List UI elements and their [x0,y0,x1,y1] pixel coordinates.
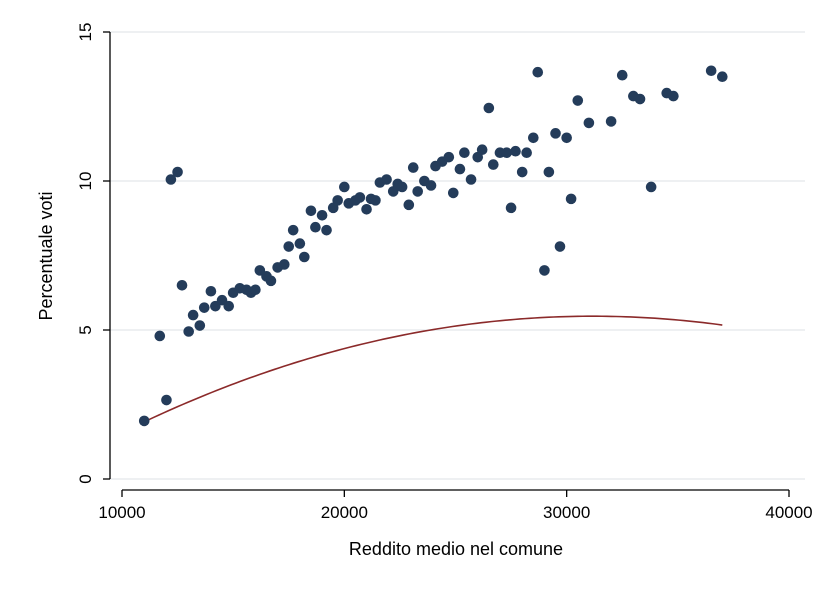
data-point [403,199,415,211]
y-tick-label: 15 [76,23,95,42]
data-point [299,251,310,263]
x-tick-label: 20000 [321,503,368,522]
data-point [465,174,477,185]
data-point [554,241,566,252]
data-point [321,224,332,236]
data-point [705,65,717,77]
data-points [138,65,728,427]
data-point [172,166,183,178]
data-point [194,320,206,331]
data-point [305,205,317,217]
data-point [634,93,646,105]
data-point [287,224,299,236]
data-point [668,90,679,102]
data-point [283,241,295,252]
data-point [532,66,544,78]
data-point [717,71,728,82]
data-point [412,186,424,197]
y-tick-label: 5 [76,325,95,334]
x-tick-label: 10000 [98,503,145,522]
data-point [161,394,172,406]
data-point [539,265,550,276]
data-point [505,202,517,214]
data-point [154,330,166,342]
data-point [354,192,366,203]
data-point [198,302,210,313]
data-point [165,174,177,185]
data-point [310,221,321,233]
data-point [407,162,419,173]
x-tick-label: 30000 [543,503,590,522]
data-point [279,259,290,270]
data-point [176,280,188,291]
data-point [510,145,521,157]
data-point [487,159,499,170]
fit-line [143,315,723,423]
data-point [583,117,595,129]
data-point [572,95,584,106]
data-point [332,195,343,206]
data-point [205,285,217,297]
fit-line-group [143,315,723,423]
y-tick-label: 10 [76,172,95,191]
gridlines [110,31,805,480]
x-axis-title: Reddito medio nel comune [349,539,563,559]
data-point [339,181,350,193]
data-point [250,284,261,296]
data-point [476,144,488,156]
data-point [616,69,628,81]
y-tick-label: 0 [76,474,95,483]
data-point [187,309,199,321]
data-point [459,147,470,158]
data-point [528,132,539,144]
data-point [294,238,306,249]
data-point [361,204,372,215]
data-point [396,181,408,193]
y-axis-title: Percentuale voti [36,191,56,320]
data-point [370,195,381,206]
tick-labels: 0 5 10 15 10000 20000 30000 40000 [76,23,813,522]
data-point [265,275,277,287]
axes [103,31,790,497]
data-point [183,326,194,337]
data-point [565,193,577,205]
data-point [645,181,657,193]
data-point [483,102,495,114]
data-point [454,163,466,175]
data-point [381,174,392,185]
data-point [605,116,617,127]
data-point [521,147,532,158]
data-point [501,147,512,158]
data-point [561,132,572,144]
data-point [138,415,150,427]
data-point [516,166,528,178]
data-point [316,209,328,221]
data-point [425,180,437,191]
data-point [447,187,459,199]
data-point [550,128,561,139]
data-point [223,300,235,312]
x-tick-label: 40000 [765,503,812,522]
data-point [543,166,555,178]
data-point [443,151,455,163]
